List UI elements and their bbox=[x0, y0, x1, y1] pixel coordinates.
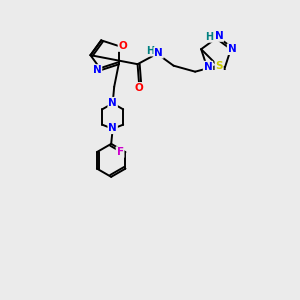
Text: N: N bbox=[108, 98, 117, 108]
Text: N: N bbox=[154, 48, 163, 58]
Text: F: F bbox=[116, 147, 124, 157]
Text: H: H bbox=[146, 46, 154, 56]
Text: H: H bbox=[205, 32, 214, 42]
Text: O: O bbox=[135, 83, 143, 93]
Text: N: N bbox=[214, 31, 224, 41]
Text: N: N bbox=[228, 44, 236, 54]
Text: N: N bbox=[108, 123, 117, 133]
Text: O: O bbox=[118, 41, 127, 51]
Text: S: S bbox=[215, 61, 223, 71]
Text: N: N bbox=[204, 61, 212, 72]
Text: N: N bbox=[93, 65, 101, 75]
